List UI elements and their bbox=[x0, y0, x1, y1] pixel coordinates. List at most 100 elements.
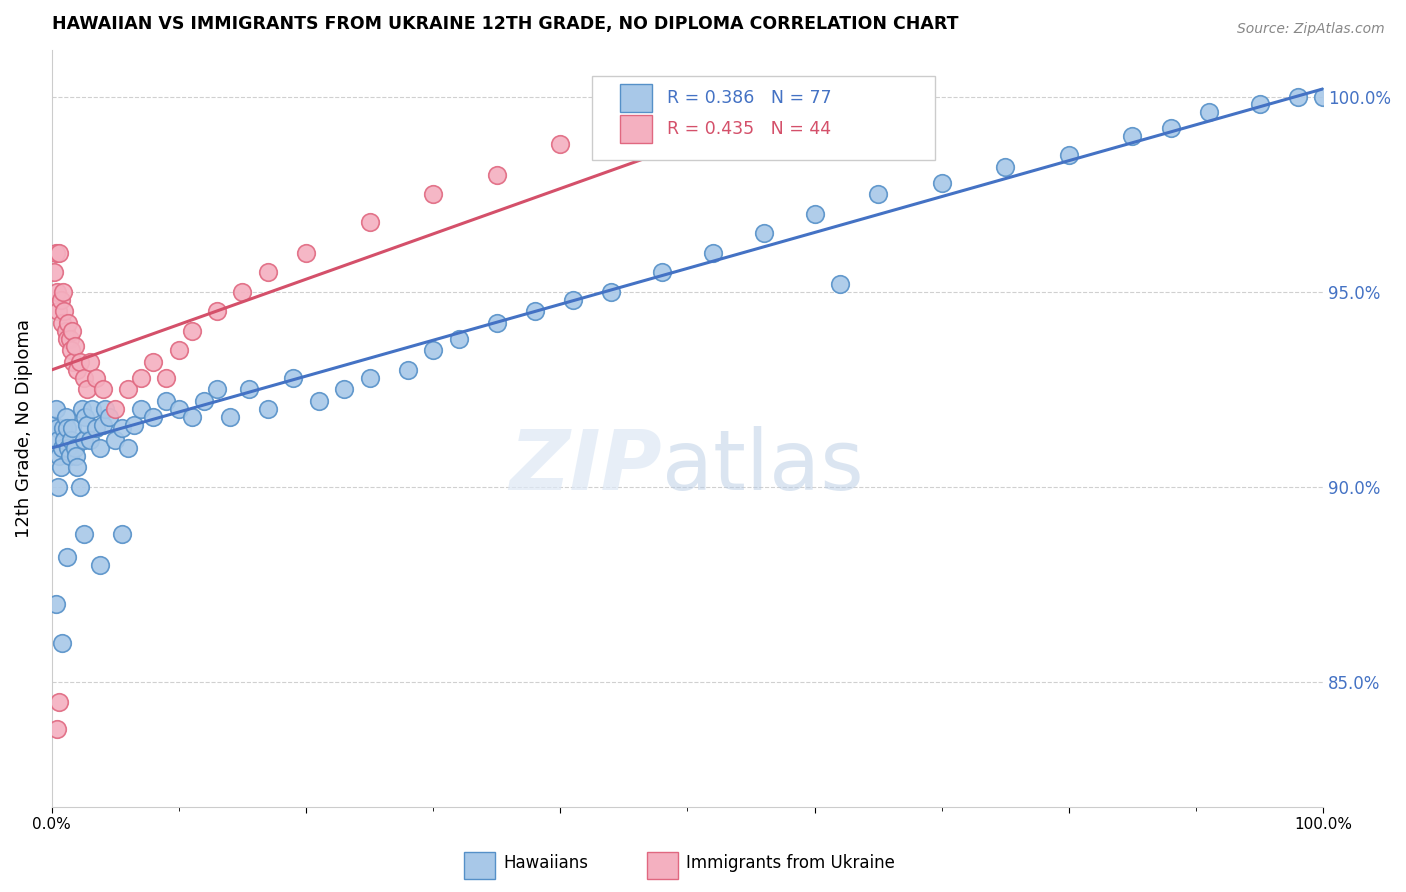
Point bbox=[422, 343, 444, 358]
Point bbox=[117, 383, 139, 397]
Point bbox=[1198, 105, 1220, 120]
Point bbox=[205, 383, 228, 397]
Point bbox=[129, 401, 152, 416]
Point bbox=[931, 176, 953, 190]
Point bbox=[52, 285, 75, 299]
Text: ZIP: ZIP bbox=[509, 425, 662, 507]
Point bbox=[129, 370, 152, 384]
Point bbox=[155, 370, 177, 384]
Point bbox=[66, 363, 89, 377]
Point bbox=[523, 304, 546, 318]
Point bbox=[58, 441, 80, 455]
Point bbox=[52, 421, 75, 435]
Point bbox=[79, 355, 101, 369]
Point bbox=[48, 695, 70, 709]
Point bbox=[676, 120, 699, 135]
Point bbox=[104, 433, 127, 447]
Point bbox=[1249, 97, 1271, 112]
Point bbox=[1286, 89, 1309, 103]
Point bbox=[180, 324, 202, 338]
Point bbox=[257, 265, 280, 279]
Point bbox=[447, 332, 470, 346]
Point bbox=[60, 421, 83, 435]
Point bbox=[69, 480, 91, 494]
Text: HAWAIIAN VS IMMIGRANTS FROM UKRAINE 12TH GRADE, NO DIPLOMA CORRELATION CHART: HAWAIIAN VS IMMIGRANTS FROM UKRAINE 12TH… bbox=[52, 15, 959, 33]
Point bbox=[752, 227, 775, 241]
Point bbox=[167, 343, 190, 358]
Point bbox=[44, 265, 66, 279]
Point bbox=[91, 383, 114, 397]
Point bbox=[69, 355, 91, 369]
Y-axis label: 12th Grade, No Diploma: 12th Grade, No Diploma bbox=[15, 319, 32, 538]
Point bbox=[58, 449, 80, 463]
Point bbox=[53, 304, 76, 318]
Point bbox=[485, 168, 508, 182]
Point bbox=[702, 245, 724, 260]
Point bbox=[79, 433, 101, 447]
Point bbox=[97, 409, 120, 424]
Point bbox=[562, 293, 585, 307]
Point bbox=[58, 316, 80, 330]
Point bbox=[49, 293, 72, 307]
Point bbox=[803, 207, 825, 221]
Point bbox=[142, 409, 165, 424]
Point bbox=[828, 89, 851, 103]
Point bbox=[1312, 89, 1334, 103]
Text: Hawaiians: Hawaiians bbox=[503, 855, 588, 872]
Point bbox=[308, 394, 330, 409]
Point bbox=[550, 136, 572, 151]
Point bbox=[238, 383, 260, 397]
Point bbox=[46, 480, 69, 494]
Point bbox=[828, 277, 851, 291]
Point bbox=[48, 245, 70, 260]
Point bbox=[1160, 120, 1182, 135]
Point bbox=[59, 433, 82, 447]
Point bbox=[51, 316, 73, 330]
Point bbox=[45, 285, 67, 299]
Point bbox=[205, 304, 228, 318]
Point bbox=[55, 324, 77, 338]
Point bbox=[46, 304, 69, 318]
Point bbox=[994, 160, 1017, 174]
Point bbox=[58, 332, 80, 346]
Point bbox=[1057, 148, 1080, 162]
Point bbox=[62, 355, 84, 369]
Point bbox=[359, 370, 381, 384]
Point bbox=[117, 441, 139, 455]
Point bbox=[56, 421, 79, 435]
Point bbox=[72, 433, 94, 447]
Point bbox=[104, 401, 127, 416]
FancyBboxPatch shape bbox=[592, 77, 935, 160]
FancyBboxPatch shape bbox=[620, 114, 652, 143]
Point bbox=[142, 355, 165, 369]
Point bbox=[84, 421, 107, 435]
Point bbox=[76, 417, 98, 432]
Point bbox=[82, 401, 104, 416]
Point bbox=[89, 441, 111, 455]
FancyBboxPatch shape bbox=[620, 84, 652, 112]
Point bbox=[63, 339, 86, 353]
Point bbox=[51, 441, 73, 455]
Point bbox=[333, 383, 356, 397]
Point bbox=[111, 421, 134, 435]
Point bbox=[45, 401, 67, 416]
Point bbox=[63, 441, 86, 455]
Point bbox=[124, 417, 146, 432]
Point bbox=[359, 214, 381, 228]
Point bbox=[257, 401, 280, 416]
Point bbox=[868, 187, 890, 202]
Point bbox=[72, 526, 94, 541]
Point bbox=[45, 597, 67, 611]
Point bbox=[803, 97, 825, 112]
Point bbox=[66, 460, 89, 475]
Point bbox=[485, 316, 508, 330]
Point bbox=[48, 449, 70, 463]
Point bbox=[422, 187, 444, 202]
Point bbox=[65, 449, 87, 463]
Point bbox=[72, 370, 94, 384]
Point bbox=[59, 343, 82, 358]
Point bbox=[193, 394, 215, 409]
Point bbox=[180, 409, 202, 424]
Point bbox=[283, 370, 305, 384]
Point bbox=[84, 370, 107, 384]
